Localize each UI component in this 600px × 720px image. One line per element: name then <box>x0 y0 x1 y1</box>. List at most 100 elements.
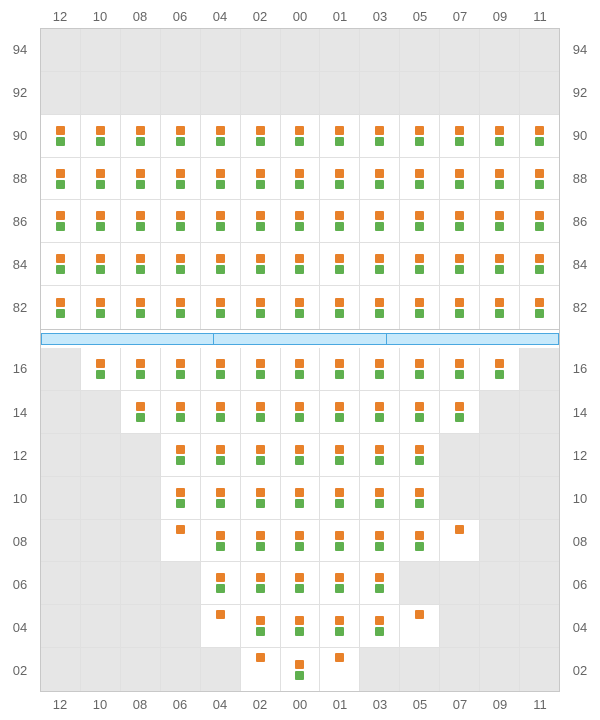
seat-cell[interactable] <box>201 286 241 329</box>
seat-cell[interactable] <box>161 286 201 329</box>
seat-cell[interactable] <box>480 348 520 391</box>
seat-cell[interactable] <box>360 520 400 563</box>
seat-cell[interactable] <box>41 200 81 243</box>
seat-cell[interactable] <box>241 391 281 434</box>
seat-cell[interactable] <box>81 200 121 243</box>
seat-cell[interactable] <box>41 115 81 158</box>
seat-cell[interactable] <box>400 520 440 563</box>
seat-cell[interactable] <box>520 115 559 158</box>
seat-cell[interactable] <box>400 391 440 434</box>
seat-cell[interactable] <box>320 391 360 434</box>
seat-cell[interactable] <box>81 286 121 329</box>
seat-cell[interactable] <box>241 520 281 563</box>
seat-cell[interactable] <box>360 286 400 329</box>
seat-cell[interactable] <box>360 605 400 648</box>
seat-cell[interactable] <box>201 391 241 434</box>
seat-cell[interactable] <box>41 158 81 201</box>
seat-cell[interactable] <box>320 520 360 563</box>
seat-cell[interactable] <box>520 200 559 243</box>
seat-cell[interactable] <box>121 158 161 201</box>
seat-cell[interactable] <box>161 520 201 563</box>
seat-cell[interactable] <box>281 391 321 434</box>
seat-cell[interactable] <box>201 115 241 158</box>
seat-cell[interactable] <box>400 434 440 477</box>
seat-cell[interactable] <box>121 115 161 158</box>
seat-cell[interactable] <box>121 200 161 243</box>
seat-cell[interactable] <box>241 348 281 391</box>
seat-cell[interactable] <box>400 286 440 329</box>
seat-cell[interactable] <box>320 200 360 243</box>
seat-cell[interactable] <box>520 158 559 201</box>
seat-cell[interactable] <box>281 243 321 286</box>
seat-cell[interactable] <box>400 243 440 286</box>
seat-cell[interactable] <box>281 158 321 201</box>
seat-cell[interactable] <box>480 158 520 201</box>
seat-cell[interactable] <box>201 348 241 391</box>
seat-cell[interactable] <box>320 434 360 477</box>
seat-cell[interactable] <box>241 200 281 243</box>
seat-cell[interactable] <box>281 605 321 648</box>
seat-cell[interactable] <box>121 286 161 329</box>
seat-cell[interactable] <box>320 158 360 201</box>
seat-cell[interactable] <box>201 605 241 648</box>
seat-cell[interactable] <box>201 562 241 605</box>
seat-cell[interactable] <box>81 348 121 391</box>
seat-cell[interactable] <box>360 115 400 158</box>
seat-cell[interactable] <box>320 605 360 648</box>
seat-cell[interactable] <box>241 605 281 648</box>
seat-cell[interactable] <box>241 286 281 329</box>
seat-cell[interactable] <box>320 348 360 391</box>
seat-cell[interactable] <box>360 434 400 477</box>
seat-cell[interactable] <box>360 158 400 201</box>
seat-cell[interactable] <box>201 520 241 563</box>
seat-cell[interactable] <box>281 648 321 691</box>
seat-cell[interactable] <box>121 391 161 434</box>
seat-cell[interactable] <box>41 243 81 286</box>
seat-cell[interactable] <box>400 477 440 520</box>
seat-cell[interactable] <box>440 200 480 243</box>
seat-cell[interactable] <box>81 158 121 201</box>
seat-cell[interactable] <box>400 605 440 648</box>
seat-cell[interactable] <box>440 520 480 563</box>
seat-cell[interactable] <box>520 243 559 286</box>
seat-cell[interactable] <box>41 286 81 329</box>
seat-cell[interactable] <box>161 243 201 286</box>
seat-cell[interactable] <box>320 286 360 329</box>
seat-cell[interactable] <box>440 348 480 391</box>
seat-cell[interactable] <box>480 200 520 243</box>
seat-cell[interactable] <box>281 200 321 243</box>
seat-cell[interactable] <box>161 158 201 201</box>
seat-cell[interactable] <box>281 434 321 477</box>
seat-cell[interactable] <box>440 243 480 286</box>
seat-cell[interactable] <box>241 434 281 477</box>
seat-cell[interactable] <box>400 158 440 201</box>
seat-cell[interactable] <box>241 562 281 605</box>
seat-cell[interactable] <box>360 200 400 243</box>
seat-cell[interactable] <box>161 115 201 158</box>
seat-cell[interactable] <box>281 520 321 563</box>
seat-cell[interactable] <box>320 648 360 691</box>
seat-cell[interactable] <box>520 286 559 329</box>
seat-cell[interactable] <box>121 243 161 286</box>
seat-cell[interactable] <box>241 477 281 520</box>
seat-cell[interactable] <box>480 115 520 158</box>
seat-cell[interactable] <box>161 391 201 434</box>
seat-cell[interactable] <box>161 348 201 391</box>
seat-cell[interactable] <box>281 562 321 605</box>
seat-cell[interactable] <box>81 115 121 158</box>
seat-cell[interactable] <box>360 562 400 605</box>
seat-cell[interactable] <box>320 115 360 158</box>
seat-cell[interactable] <box>281 348 321 391</box>
seat-cell[interactable] <box>201 477 241 520</box>
seat-cell[interactable] <box>161 434 201 477</box>
seat-cell[interactable] <box>320 562 360 605</box>
seat-cell[interactable] <box>320 477 360 520</box>
seat-cell[interactable] <box>201 434 241 477</box>
seat-cell[interactable] <box>400 348 440 391</box>
seat-cell[interactable] <box>360 348 400 391</box>
seat-cell[interactable] <box>121 348 161 391</box>
seat-cell[interactable] <box>241 243 281 286</box>
seat-cell[interactable] <box>161 200 201 243</box>
seat-cell[interactable] <box>360 477 400 520</box>
seat-cell[interactable] <box>81 243 121 286</box>
